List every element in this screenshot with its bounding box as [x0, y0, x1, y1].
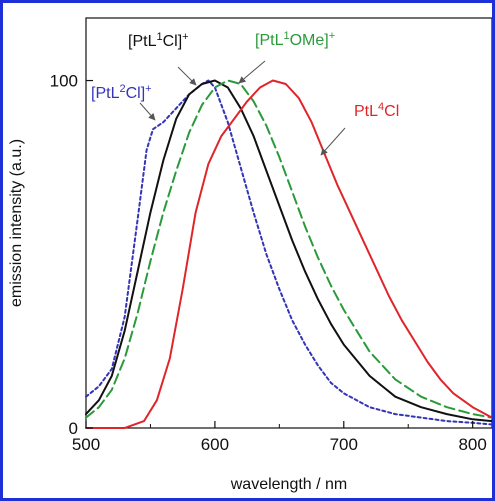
- series-line-1: [85, 79, 492, 423]
- x-axis-title: wavelength / nm: [230, 476, 348, 493]
- emission-chart: 500 600 700 800 0 100 [PtL2Cl]+ [PtL1Cl]+ [PtL1…: [8, 17, 492, 493]
- plot-area-border: [85, 17, 492, 429]
- series-layer: [85, 79, 492, 429]
- series-labels: [PtL2Cl]+ [PtL1Cl]+ [PtL1OMe]+ PtL4Cl: [91, 30, 399, 120]
- x-tick-label-500: 500: [72, 435, 100, 454]
- y-tick-label-100: 100: [50, 72, 78, 91]
- x-tick-label-600: 600: [201, 435, 229, 454]
- label-arrow-2: [238, 60, 266, 84]
- series-label-0: [PtL2Cl]+: [91, 83, 152, 102]
- x-tick-label-700: 700: [330, 435, 358, 454]
- x-tick-label-800: 800: [458, 435, 486, 454]
- ticks-layer: 500 600 700 800 0 100: [50, 72, 487, 454]
- series-line-2: [85, 79, 492, 419]
- label-arrow-3: [320, 127, 346, 156]
- label-arrow-1: [177, 66, 197, 86]
- series-line-0: [85, 79, 492, 426]
- series-label-1: [PtL1Cl]+: [128, 31, 189, 50]
- series-line-3: [85, 79, 492, 429]
- y-tick-label-0: 0: [69, 419, 78, 438]
- label-arrows: [139, 60, 346, 156]
- series-label-2: [PtL1OMe]+: [255, 30, 335, 49]
- label-arrow-0: [139, 102, 156, 121]
- series-label-3: PtL4Cl: [354, 101, 399, 120]
- y-axis-title: emission intensity (a.u.): [8, 139, 25, 307]
